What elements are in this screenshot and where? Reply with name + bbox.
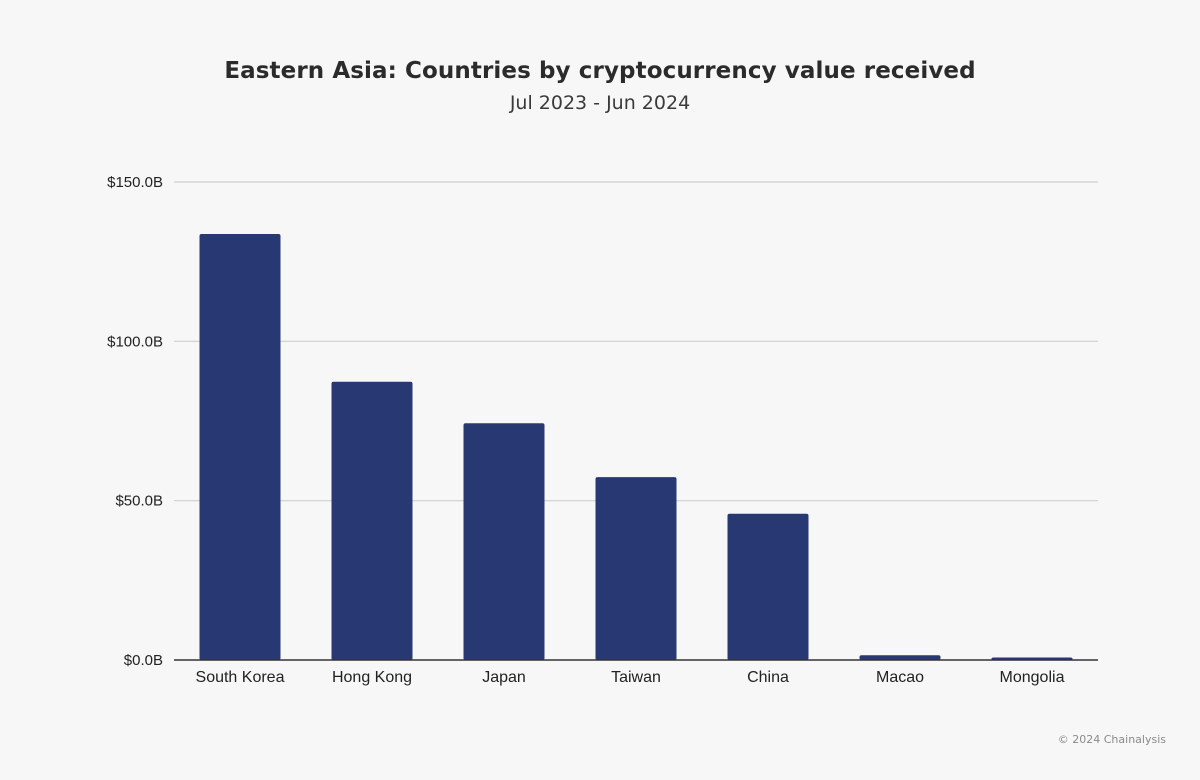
copyright-notice: © 2024 Chainalysis	[1057, 733, 1166, 746]
bar-taiwan	[595, 477, 677, 660]
bar-japan	[463, 423, 545, 660]
gridlines	[174, 181, 1098, 502]
bar-china	[727, 513, 809, 660]
x-tick-label: Mongolia	[1000, 669, 1065, 686]
x-axis-ticks: South Korea Hong Kong Japan Taiwan China Maca…	[196, 669, 1065, 686]
x-tick-label: Macao	[876, 669, 924, 686]
bar-macao	[859, 655, 941, 660]
y-tick-label: $0.0B	[124, 652, 163, 669]
x-tick-label: China	[747, 669, 789, 686]
chart-subtitle: Jul 2023 - Jun 2024	[509, 92, 691, 114]
x-tick-label: Japan	[482, 669, 526, 686]
bar-hong-kong	[331, 381, 413, 660]
bars	[199, 233, 1073, 660]
y-tick-label: $150.0B	[107, 174, 163, 191]
y-tick-label: $100.0B	[107, 333, 163, 350]
x-tick-label: South Korea	[196, 669, 285, 686]
chart-title: Eastern Asia: Countries by cryptocurrenc…	[224, 58, 976, 84]
x-tick-label: Hong Kong	[332, 669, 412, 686]
y-axis-ticks: $0.0B $50.0B $100.0B $150.0B	[107, 174, 163, 669]
y-tick-label: $50.0B	[115, 493, 163, 510]
bar-south-korea	[199, 233, 281, 660]
x-tick-label: Taiwan	[611, 669, 661, 686]
